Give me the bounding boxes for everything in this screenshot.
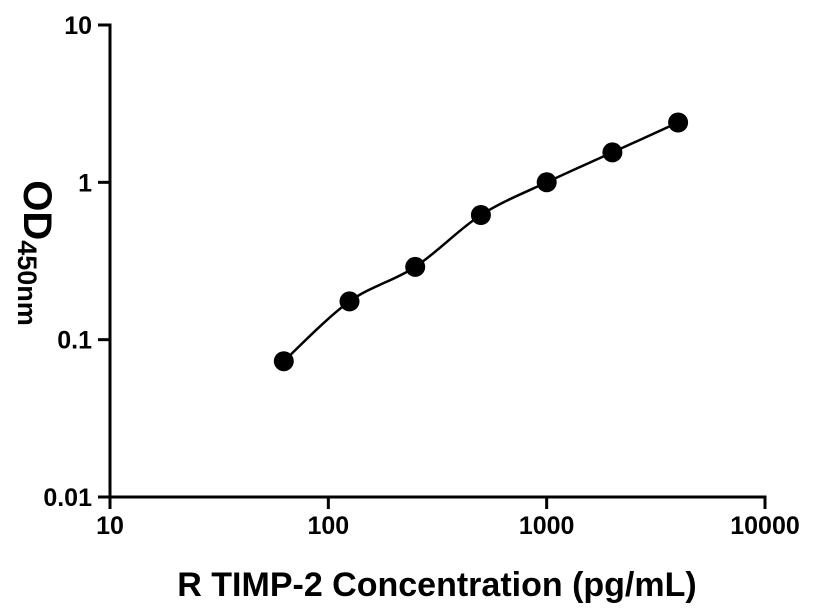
x-axis-tick-label: 10000 [730, 512, 800, 540]
y-axis-title-main: OD [15, 180, 59, 240]
data-point [470, 205, 491, 225]
data-point [536, 172, 557, 193]
x-axis-tick-label: 1000 [519, 512, 575, 540]
y-axis-tick-label: 0.01 [43, 484, 92, 512]
data-point [405, 256, 426, 277]
tick-layer: 10 100 1000 10000 0.01 0.1 1 10 [43, 12, 799, 540]
data-point [273, 351, 294, 372]
y-axis-title-sub: 450nm [12, 240, 42, 326]
data-series-layer [273, 112, 689, 372]
axis-spine [108, 23, 767, 499]
data-point [339, 291, 360, 312]
y-axis-tick-label: 0.1 [57, 327, 92, 355]
data-point [668, 112, 689, 133]
x-axis-tick-label: 10 [96, 512, 124, 540]
data-point [602, 142, 623, 163]
x-axis-title: R TIMP-2 Concentration (pg/mL) [177, 566, 696, 604]
x-axis-tick-label: 100 [307, 512, 349, 540]
y-axis-tick-label: 10 [64, 12, 92, 40]
y-axis-tick-label: 1 [78, 169, 92, 197]
axes-layer [108, 23, 767, 499]
y-axis-title: OD450nm [12, 180, 59, 326]
